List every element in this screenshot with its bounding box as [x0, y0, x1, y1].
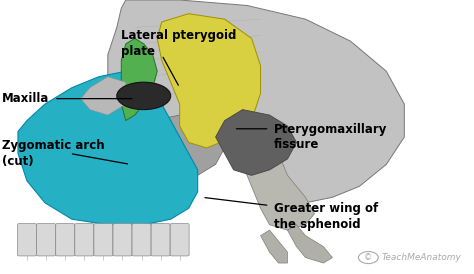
Polygon shape: [261, 230, 288, 263]
FancyBboxPatch shape: [170, 224, 189, 256]
Polygon shape: [135, 115, 225, 181]
FancyBboxPatch shape: [113, 224, 132, 256]
FancyBboxPatch shape: [151, 224, 170, 256]
Text: Lateral pterygoid
plate: Lateral pterygoid plate: [121, 29, 237, 58]
FancyBboxPatch shape: [94, 224, 113, 256]
Polygon shape: [157, 14, 261, 148]
FancyBboxPatch shape: [36, 224, 55, 256]
Polygon shape: [121, 38, 157, 121]
Polygon shape: [216, 110, 297, 175]
Text: Zygomatic arch
(cut): Zygomatic arch (cut): [2, 139, 105, 168]
Text: Greater wing of
the sphenoid: Greater wing of the sphenoid: [274, 202, 378, 231]
FancyBboxPatch shape: [18, 224, 36, 256]
FancyBboxPatch shape: [75, 224, 94, 256]
Polygon shape: [18, 71, 198, 225]
Text: ©: ©: [364, 253, 373, 262]
Text: TeachMeAnatomy: TeachMeAnatomy: [382, 253, 462, 262]
Polygon shape: [108, 0, 404, 203]
Ellipse shape: [117, 82, 171, 110]
Polygon shape: [81, 77, 126, 115]
Text: Pterygomaxillary
fissure: Pterygomaxillary fissure: [274, 122, 387, 152]
Polygon shape: [288, 225, 332, 263]
FancyBboxPatch shape: [56, 224, 74, 256]
Polygon shape: [234, 132, 314, 230]
FancyBboxPatch shape: [132, 224, 151, 256]
Text: Maxilla: Maxilla: [2, 92, 50, 105]
